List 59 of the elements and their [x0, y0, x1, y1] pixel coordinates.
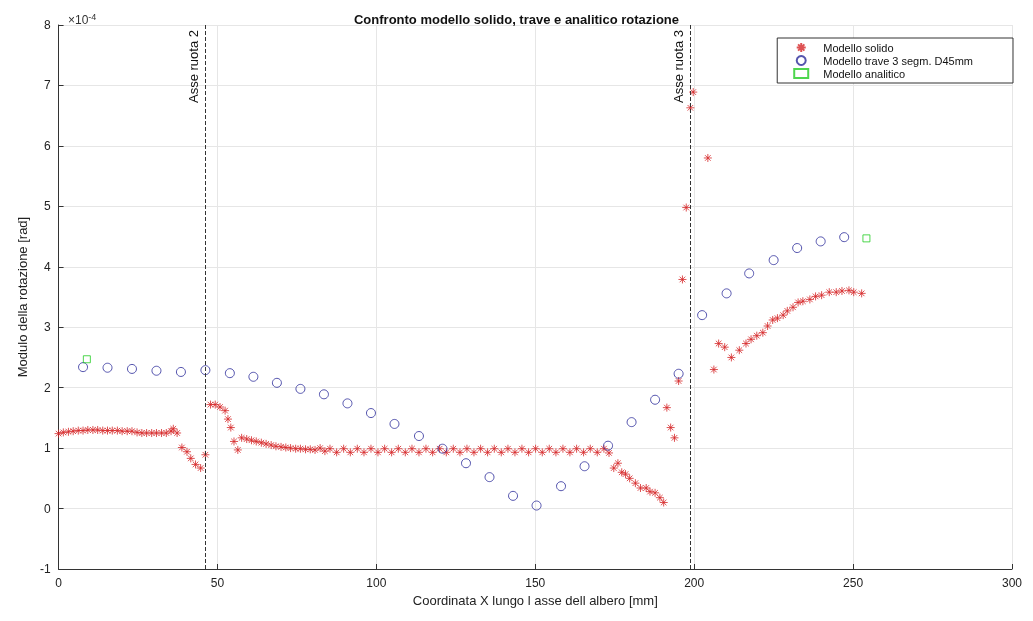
point [626, 417, 637, 428]
point [413, 431, 424, 442]
point [295, 383, 306, 394]
ref-line-label: Asse ruota 2 [186, 30, 202, 103]
point [839, 232, 850, 243]
y-tick-label: -1 [39, 562, 51, 576]
point [175, 366, 186, 377]
point [102, 362, 113, 373]
point [271, 377, 282, 388]
point [531, 500, 542, 511]
y-tick-label: 0 [43, 501, 51, 516]
chart-title: Confronto modello solido, trave e analitico rotazione [353, 12, 680, 27]
x-axis-title: Coordinata X lungo l asse dell albero [mm] [412, 592, 658, 608]
point [673, 368, 684, 379]
x-tick-label: 300 [1001, 576, 1023, 590]
point [151, 365, 162, 376]
y-tick-label: 5 [43, 199, 51, 214]
y-tick-label: 2 [43, 380, 51, 395]
point [224, 368, 235, 379]
ref-line-label: Asse ruota 3 [671, 30, 687, 103]
legend-label: Modello trave 3 segm. D45mm [823, 54, 973, 67]
y-tick-label: 7 [43, 78, 51, 93]
x-tick-label: 0 [55, 576, 63, 590]
x-tick-label: 100 [366, 576, 387, 590]
point [126, 363, 137, 374]
point [508, 490, 519, 501]
y-tick-label: 6 [43, 138, 51, 153]
x-tick-label: 250 [843, 576, 864, 590]
point [768, 255, 779, 266]
y-axis-title: Modulo della rotazione [rad] [15, 216, 30, 378]
point [792, 243, 803, 254]
legend-label: Modello solido [823, 41, 894, 54]
point [556, 481, 567, 492]
point [342, 398, 353, 409]
legend-label: Modello analitico [823, 67, 906, 80]
point [200, 365, 211, 376]
point [82, 355, 91, 364]
y-tick-label: 4 [43, 259, 51, 274]
point [579, 461, 590, 472]
y-tick-label: 1 [43, 441, 51, 456]
x-tick-label: 200 [684, 576, 705, 590]
point [248, 371, 259, 382]
point [697, 310, 708, 321]
point [484, 472, 495, 483]
point [721, 288, 732, 299]
x-tick-label: 150 [525, 576, 546, 590]
point [650, 394, 661, 405]
point [603, 440, 614, 451]
point [862, 234, 871, 243]
y-tick-label: 3 [43, 320, 51, 335]
x-tick-label: 50 [210, 576, 225, 590]
point [365, 408, 376, 419]
point [78, 362, 89, 373]
y-tick-label: 8 [43, 18, 51, 32]
point [815, 236, 826, 247]
point [744, 268, 755, 279]
point [389, 418, 400, 429]
point [461, 458, 471, 469]
point [318, 389, 329, 400]
